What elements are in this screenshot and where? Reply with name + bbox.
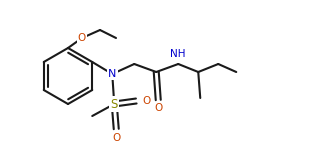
Text: O: O — [154, 103, 162, 113]
Text: S: S — [111, 98, 118, 111]
Text: O: O — [78, 33, 86, 43]
Text: N: N — [108, 69, 116, 79]
Text: O: O — [112, 133, 120, 143]
Text: O: O — [142, 96, 150, 106]
Text: NH: NH — [171, 49, 186, 59]
